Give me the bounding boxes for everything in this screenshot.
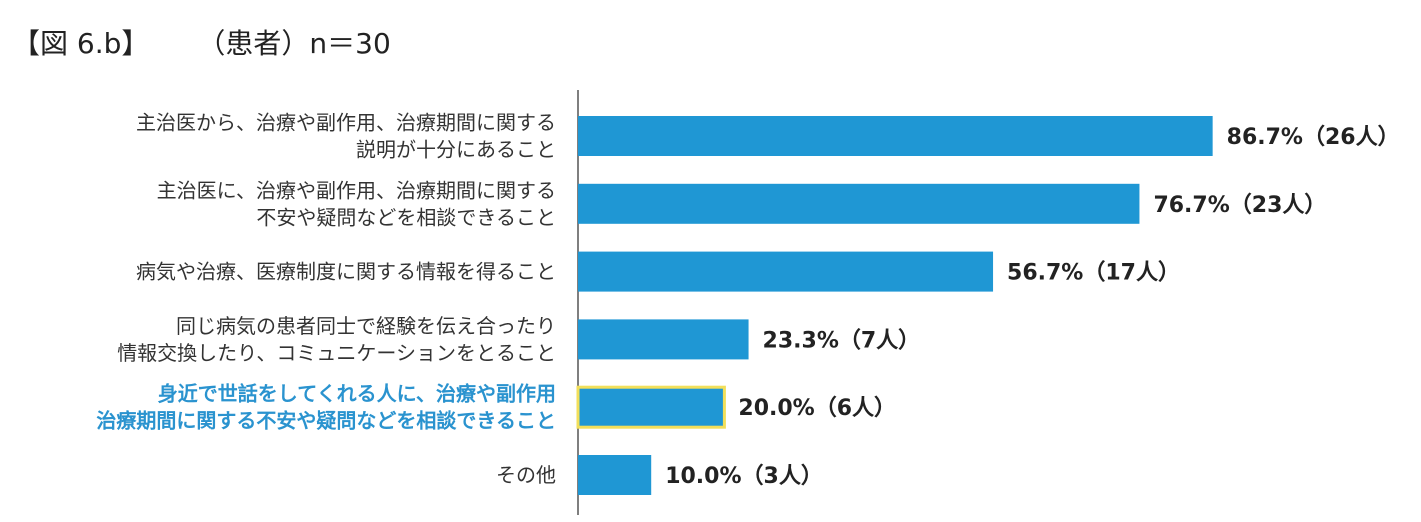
bar [578,116,1213,156]
category-label: 身近で世話をしてくれる人に、治療や副作用治療期間に関する不安や疑問などを相談でき… [96,382,556,433]
bar-row: 主治医から、治療や副作用、治療期間に関する説明が十分にあること 86.7%（26人… [136,111,1400,162]
chart-header: 【図 6.b】 （患者）n＝30 [12,22,391,62]
bar [578,319,749,360]
bar-row: 主治医に、治療や副作用、治療期間に関する不安や疑問などを相談できること 76.7%… [157,178,1327,229]
chart-subtitle: （患者）n＝30 [197,27,391,60]
category-label: 主治医から、治療や副作用、治療期間に関する説明が十分にあること [136,111,556,162]
bar-row: 身近で世話をしてくれる人に、治療や副作用治療期間に関する不安や疑問などを相談でき… [96,382,896,433]
value-label: 86.7%（26人） [1227,125,1400,150]
bar [578,183,1140,224]
value-label: 23.3%（7人） [763,328,921,353]
category-label: 同じ病気の患者同士で経験を伝え合ったり情報交換したり、コミュニケーションをとるこ… [117,314,556,365]
bar-row: 同じ病気の患者同士で経験を伝え合ったり情報交換したり、コミュニケーションをとるこ… [117,314,920,365]
bar-row: その他 10.0%（3人） [496,455,823,495]
category-label: 主治医に、治療や副作用、治療期間に関する不安や疑問などを相談できること [157,178,556,229]
value-label: 20.0%（6人） [738,396,896,421]
figure-label: 【図 6.b】 [12,27,150,60]
value-label: 10.0%（3人） [665,464,823,489]
category-label: 病気や治療、医療制度に関する情報を得ること [136,260,556,284]
bar-row: 病気や治療、医療制度に関する情報を得ること 56.7%（17人） [136,251,1180,292]
bar-highlighted [576,385,726,429]
bar [578,251,994,292]
value-label: 76.7%（23人） [1153,193,1326,218]
category-label: その他 [496,463,556,487]
value-label: 56.7%（17人） [1007,261,1180,286]
bar [578,455,652,495]
